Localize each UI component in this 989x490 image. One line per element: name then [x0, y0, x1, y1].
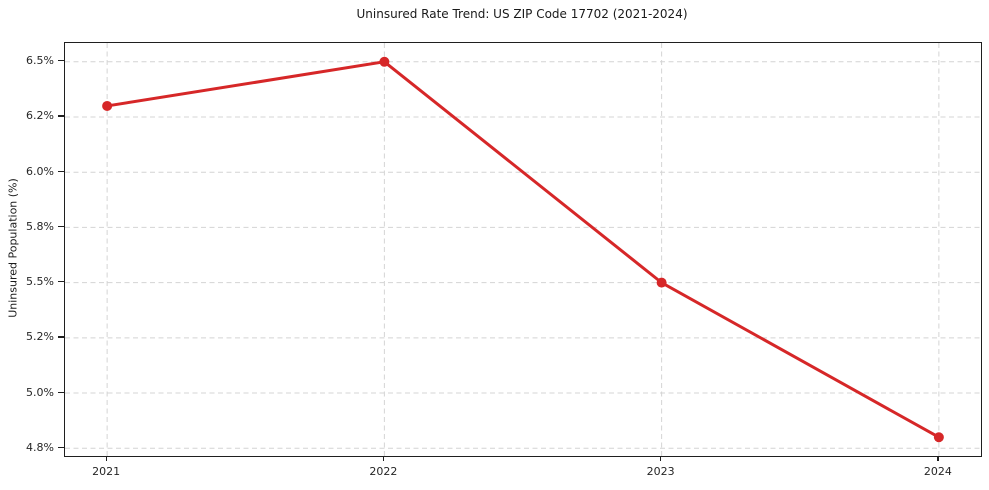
- x-tick-mark: [105, 456, 107, 461]
- trend-line: [105, 60, 941, 439]
- x-tick-mark: [937, 456, 939, 461]
- y-tick-mark: [58, 281, 64, 283]
- y-tick-mark: [58, 391, 64, 393]
- y-tick-mark: [58, 60, 64, 62]
- data-point: [933, 432, 944, 443]
- x-tick-label: 2024: [923, 465, 952, 478]
- y-tick-label: 5.0%: [26, 385, 54, 399]
- x-tick-label: 2023: [646, 465, 675, 478]
- y-tick-mark: [58, 336, 64, 338]
- x-tick-label: 2021: [92, 465, 121, 478]
- data-point: [102, 100, 113, 111]
- y-tick-label: 4.8%: [26, 440, 54, 454]
- y-tick-mark: [58, 446, 64, 448]
- y-tick-label: 5.5%: [26, 275, 54, 289]
- y-tick-label: 6.5%: [26, 54, 54, 68]
- x-tick-label: 2022: [369, 465, 398, 478]
- data-point: [379, 56, 390, 67]
- y-tick-label: 5.2%: [26, 330, 54, 344]
- chart-title: Uninsured Rate Trend: US ZIP Code 17702 …: [356, 7, 688, 21]
- y-tick-mark: [58, 170, 64, 172]
- y-tick-label: 6.0%: [26, 164, 54, 178]
- x-tick-mark: [382, 456, 385, 461]
- y-tick-label: 5.8%: [26, 219, 54, 233]
- y-tick-label: 6.2%: [26, 109, 54, 123]
- x-tick-mark: [660, 456, 662, 461]
- line-chart-svg: [65, 43, 981, 456]
- plot-area: [64, 42, 982, 457]
- y-axis-label: Uninsured Population (%): [6, 178, 20, 318]
- data-point: [656, 277, 667, 288]
- y-tick-mark: [58, 225, 64, 228]
- y-tick-mark: [58, 115, 64, 117]
